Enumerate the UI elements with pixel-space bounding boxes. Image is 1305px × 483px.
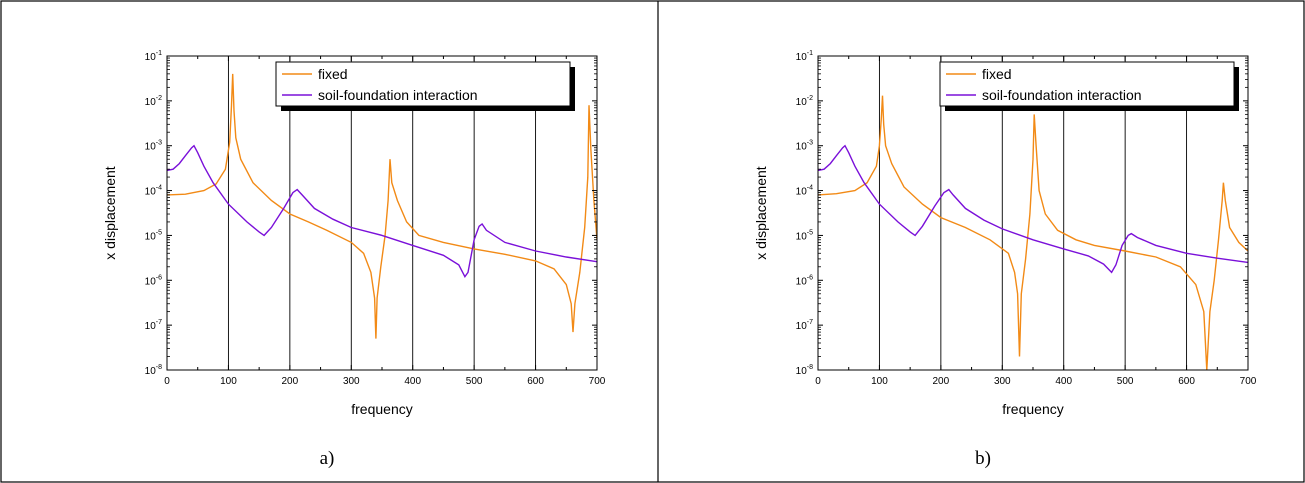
y-tick-label: 10-1 xyxy=(145,50,162,63)
y-tick-label: 10-5 xyxy=(796,229,813,242)
y-tick-label: 10-7 xyxy=(145,319,162,332)
x-tick-label: 200 xyxy=(933,376,950,387)
x-tick-label: 700 xyxy=(589,376,606,387)
legend-label: soil-foundation interaction xyxy=(318,87,478,103)
chart-panel-a: 0 100 200 300 400 500 600 700 10-8 10-7 10-6 10-5 10… xyxy=(102,50,606,417)
x-tick-label: 0 xyxy=(815,376,821,387)
x-tick-label: 300 xyxy=(994,376,1011,387)
legend-label: soil-foundation interaction xyxy=(982,87,1142,103)
y-tick-label: 10-8 xyxy=(796,364,813,377)
x-tick-label: 600 xyxy=(527,376,544,387)
panel-caption-b: b) xyxy=(975,448,991,469)
y-tick-label: 10-4 xyxy=(145,185,162,198)
x-tick-label: 100 xyxy=(220,376,237,387)
y-tick-label: 10-2 xyxy=(796,95,813,108)
y-tick-label: 10-3 xyxy=(145,140,162,153)
y-tick-label: 10-4 xyxy=(796,185,813,198)
y-tick-label: 10-1 xyxy=(796,50,813,63)
x-tick-label: 500 xyxy=(466,376,483,387)
legend-label: fixed xyxy=(982,66,1012,82)
x-tick-label: 600 xyxy=(1178,376,1195,387)
x-axis-label: frequency xyxy=(351,401,412,417)
x-tick-label: 700 xyxy=(1240,376,1257,387)
x-tick-label: 400 xyxy=(404,376,421,387)
series-line-fixed xyxy=(818,95,1248,370)
y-axis-label: x displacement xyxy=(753,166,769,259)
chart-panel-b: 0 100 200 300 400 500 600 700 10-8 10-7 10-6 10-5 10… xyxy=(753,50,1257,417)
y-tick-label: 10-2 xyxy=(145,95,162,108)
legend-box xyxy=(939,61,1235,107)
series-line-fixed xyxy=(167,73,597,339)
y-tick-label: 10-5 xyxy=(145,229,162,242)
y-axis-label: x displacement xyxy=(102,166,118,259)
x-tick-label: 400 xyxy=(1055,376,1072,387)
x-tick-label: 0 xyxy=(164,376,170,387)
x-tick-label: 500 xyxy=(1117,376,1134,387)
x-tick-label: 100 xyxy=(871,376,888,387)
y-tick-label: 10-6 xyxy=(145,274,162,287)
x-tick-label: 300 xyxy=(343,376,360,387)
y-tick-label: 10-8 xyxy=(145,364,162,377)
series-line-soil-foundation-interaction xyxy=(167,144,597,279)
panel-caption-a: a) xyxy=(319,448,335,469)
legend-label: fixed xyxy=(318,66,348,82)
series-line-soil-foundation-interaction xyxy=(818,144,1248,274)
y-tick-label: 10-7 xyxy=(796,319,813,332)
x-axis-label: frequency xyxy=(1002,401,1063,417)
x-tick-label: 200 xyxy=(282,376,299,387)
y-tick-label: 10-6 xyxy=(796,274,813,287)
y-tick-label: 10-3 xyxy=(796,140,813,153)
legend-box xyxy=(275,61,571,107)
